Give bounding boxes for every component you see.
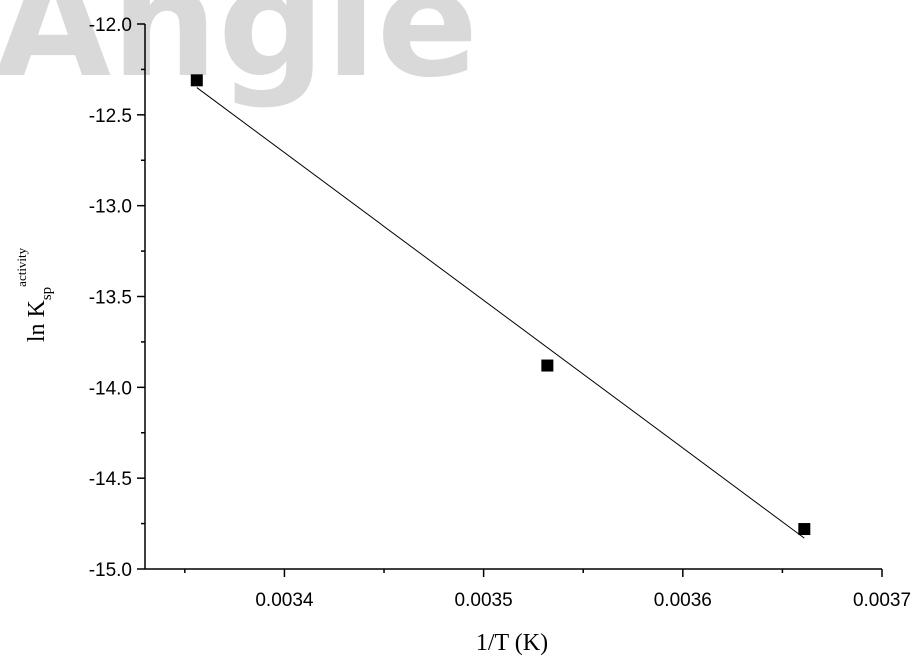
data-point bbox=[541, 359, 554, 372]
y-axis-title-superscript: activity bbox=[14, 247, 29, 286]
data-point bbox=[798, 523, 811, 536]
svg-text:ln Kspactivity: ln Ksp activity bbox=[14, 247, 55, 342]
y-axis-title: ln Ksp activity bbox=[14, 247, 55, 342]
x-axis-title: 1/T (K) bbox=[476, 630, 548, 656]
x-tick-label: 0.0035 bbox=[455, 590, 513, 611]
y-tick-label: -12.5 bbox=[89, 106, 132, 127]
watermark-text: Angle bbox=[0, 0, 478, 111]
y-tick-label: -13.5 bbox=[89, 288, 132, 309]
y-tick-label: -15.0 bbox=[89, 560, 132, 581]
y-axis-title-subscript: sp bbox=[39, 287, 55, 300]
x-tick-label: 0.0036 bbox=[654, 590, 712, 611]
x-tick-label: 0.0037 bbox=[853, 590, 911, 611]
x-tick-label: 0.0034 bbox=[255, 590, 314, 611]
data-point bbox=[190, 74, 203, 87]
fit-line bbox=[196, 87, 805, 539]
y-axis-title-main: ln K bbox=[24, 300, 50, 343]
axes: -12.0 -12.5 -13.0 -13.5 -14.0 -14.5 -15.0 0.003… bbox=[89, 15, 911, 611]
plot-area bbox=[190, 74, 811, 539]
y-tick-label: -14.5 bbox=[89, 469, 132, 490]
y-tick-label: -14.0 bbox=[89, 378, 132, 399]
y-tick-label: -12.0 bbox=[89, 15, 132, 36]
y-tick-label: -13.0 bbox=[89, 197, 132, 218]
